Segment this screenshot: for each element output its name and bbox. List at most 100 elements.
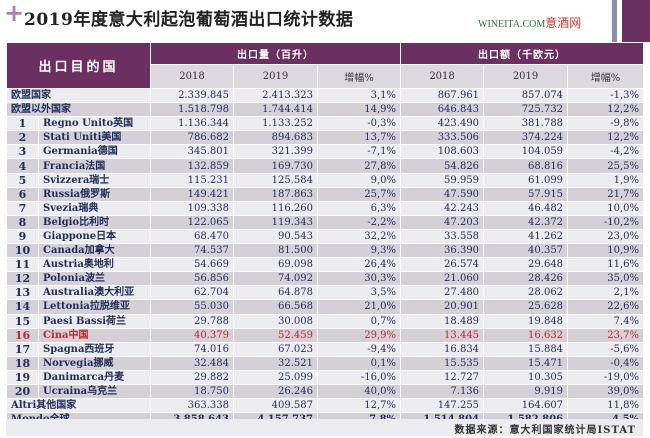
value-2019-cell: 29.648	[483, 257, 569, 273]
value-growth-cell: 7,4%	[567, 313, 645, 329]
table-row: 14 Lettonia拉脱维亚 55.030 66.568 21,0% 20.901 25.…	[6, 299, 645, 315]
value-2019-cell: 40.357	[483, 243, 569, 259]
country-cell: Paesi Bassi荷兰	[37, 313, 152, 329]
value-growth-cell: -5,6%	[567, 341, 645, 357]
table-row: 4 Francia法国 132.859 169.730 27,8% 54.826 68.81…	[6, 158, 645, 174]
volume-growth-cell: -0,3%	[317, 116, 402, 132]
volume-growth-cell: 27,8%	[317, 158, 402, 174]
country-cell: Francia法国	[37, 158, 152, 174]
value-2019-cell: 19.848	[483, 313, 569, 329]
rank-cell: 5	[6, 172, 39, 188]
volume-growth-cell: 13,7%	[317, 130, 402, 146]
volume-2018-cell: 54.669	[150, 257, 235, 273]
col-header-volume-growth: 增幅%	[317, 64, 402, 89]
value-2018-cell: 59.959	[400, 172, 485, 188]
rank-cell: 3	[6, 144, 39, 160]
volume-2018-cell: 29.882	[150, 369, 235, 385]
volume-2018-cell: 363.338	[150, 398, 235, 414]
volume-2018-cell: 109.338	[150, 200, 235, 216]
value-2019-cell: 28.426	[483, 271, 569, 287]
value-growth-cell: -4,2%	[567, 144, 645, 160]
value-growth-cell: -0,4%	[567, 355, 645, 371]
country-cell: Australia澳大利亚	[37, 285, 152, 301]
rank-cell: 20	[6, 383, 39, 400]
value-2019-cell: 725.732	[483, 102, 569, 118]
table-row: 17 Spagna西班牙 74.016 67.023 -9,4% 16.834 15.884…	[6, 341, 645, 357]
value-growth-cell: 39,0%	[567, 383, 645, 400]
volume-2019-cell: 26.246	[233, 383, 319, 400]
country-cell: Austria奥地利	[37, 257, 152, 273]
volume-2019-cell: 52.459	[233, 327, 319, 343]
rank-cell: 6	[6, 186, 39, 202]
volume-2019-cell: 67.023	[233, 341, 319, 357]
table-row: 20 Ucraina乌克兰 18.750 26.246 40,0% 7.136 9.919 3…	[6, 383, 645, 400]
volume-2018-cell: 62.704	[150, 285, 235, 301]
value-growth-cell: -1,3%	[567, 87, 645, 104]
value-2018-cell: 423.490	[400, 116, 485, 132]
value-growth-cell: 2,1%	[567, 285, 645, 301]
value-2018-cell: 21.060	[400, 271, 485, 287]
value-2018-cell: 867.961	[400, 87, 485, 104]
volume-growth-cell: 26,4%	[317, 257, 402, 273]
value-2019-cell: 9.919	[483, 383, 569, 400]
rank-cell: 11	[6, 257, 39, 273]
volume-growth-cell: 9,0%	[317, 172, 402, 188]
volume-2018-cell: 68.470	[150, 228, 235, 245]
table-row: 9 Giappone日本 68.470 90.543 32,2% 33.558 41.262…	[6, 228, 645, 245]
value-growth-cell: 35,0%	[567, 271, 645, 287]
value-growth-cell: 12,2%	[567, 102, 645, 118]
country-cell: Spagna西班牙	[37, 341, 152, 357]
value-growth-cell: 23,7%	[567, 327, 645, 343]
volume-growth-cell: 6,3%	[317, 200, 402, 216]
table-row: 13 Australia澳大利亚 62.704 64.878 3,5% 27.480 28.…	[6, 285, 645, 301]
country-cell: Regno Unito英国	[37, 116, 152, 132]
value-2018-cell: 646.843	[400, 102, 485, 118]
table-row: 18 Norvegia挪威 32.484 32.521 0,1% 15.535 15.471…	[6, 355, 645, 371]
country-cell: Belgio比利时	[37, 214, 152, 230]
country-cell: Danimarca丹麦	[37, 369, 152, 385]
volume-2019-cell: 1.133.252	[233, 116, 319, 132]
volume-2019-cell: 30.008	[233, 313, 319, 329]
value-2019-cell: 57.915	[483, 186, 569, 202]
col-header-volume-2018: 2018	[150, 64, 235, 89]
value-2019-cell: 42.372	[483, 214, 569, 230]
value-2019-cell: 68.816	[483, 158, 569, 174]
volume-2019-cell: 25.099	[233, 369, 319, 385]
volume-2019-cell: 32.521	[233, 355, 319, 371]
decorative-stripe	[612, 0, 617, 42]
volume-growth-cell: 25,7%	[317, 186, 402, 202]
rank-cell: 18	[6, 355, 39, 371]
volume-growth-cell: 29,9%	[317, 327, 402, 343]
table-row: 16 Cina中国 40.379 52.459 29,9% 13.445 16.632 23,…	[6, 327, 645, 343]
table-row: 7 Svezia瑞典 109.338 116.260 6,3% 42.243 46.482 1…	[6, 200, 645, 216]
volume-2018-cell: 122.065	[150, 214, 235, 230]
volume-growth-cell: -9,4%	[317, 341, 402, 357]
table-row: 1 Regno Unito英国 1.136.344 1.133.252 -0,3% 423…	[6, 116, 645, 132]
country-cell: Germania德国	[37, 144, 152, 160]
col-header-value-growth: 增幅%	[567, 64, 645, 89]
value-growth-cell: -9,8%	[567, 116, 645, 132]
volume-growth-cell: 12,7%	[317, 398, 402, 414]
volume-2018-cell: 2.339.845	[150, 87, 235, 104]
country-cell: Polonia波兰	[37, 271, 152, 287]
table-row: Altri其他国家 363.338 409.587 12,7% 147.255 164.6…	[5, 398, 645, 414]
value-2018-cell: 16.834	[400, 341, 485, 357]
volume-2019-cell: 1.744.414	[233, 102, 319, 118]
rank-cell: 9	[6, 228, 39, 245]
value-growth-cell: 10,0%	[567, 200, 645, 216]
rank-cell: 17	[6, 341, 39, 357]
volume-2018-cell: 55.030	[150, 299, 235, 315]
rank-cell: 10	[6, 243, 39, 259]
table-row: 8 Belgio比利时 122.065 119.343 -2,2% 47.203 42.37…	[6, 214, 645, 230]
volume-2018-cell: 56.856	[150, 271, 235, 287]
country-cell: Altri其他国家	[5, 398, 152, 414]
volume-growth-cell: 32,2%	[317, 228, 402, 245]
country-cell: Cina中国	[37, 327, 152, 343]
country-cell: Ucraina乌克兰	[37, 383, 152, 400]
value-2019-cell: 10.305	[483, 369, 569, 385]
value-growth-cell: 11,6%	[567, 257, 645, 273]
plus-decoration-icon: +	[4, 0, 25, 27]
volume-2018-cell: 345.801	[150, 144, 235, 160]
volume-2018-cell: 32.484	[150, 355, 235, 371]
rank-cell: 8	[6, 214, 39, 230]
